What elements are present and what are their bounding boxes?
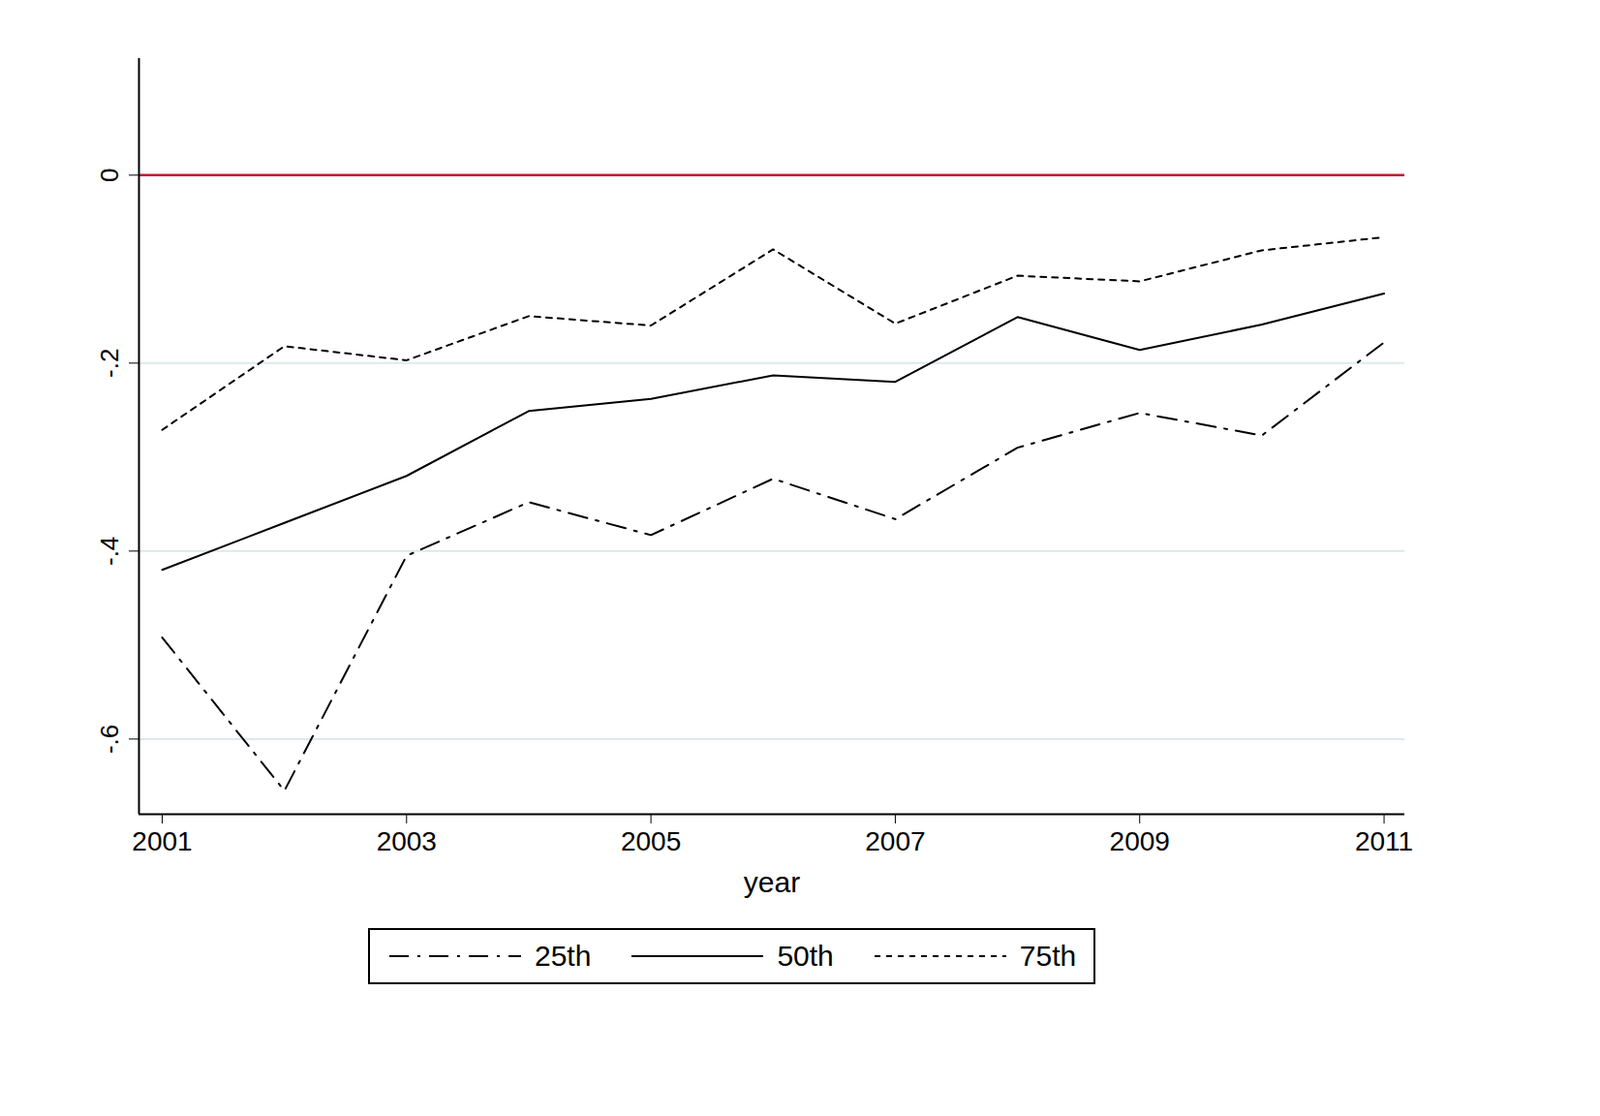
html-text:25th: 25th bbox=[534, 939, 592, 972]
html-text:75th: 75th bbox=[1019, 939, 1077, 972]
html-text:50th: 50th bbox=[777, 939, 834, 972]
svg-text:-.2: -.2 bbox=[94, 348, 124, 378]
svg-text:year: year bbox=[743, 865, 800, 898]
svg-text:2007: 2007 bbox=[864, 826, 925, 857]
svg-text:0: 0 bbox=[94, 168, 124, 183]
svg-text:2001: 2001 bbox=[131, 826, 192, 857]
svg-text:2005: 2005 bbox=[620, 826, 681, 857]
svg-text:2003: 2003 bbox=[376, 826, 437, 857]
svg-text:2011: 2011 bbox=[1354, 826, 1414, 857]
svg-text:-.6: -.6 bbox=[94, 724, 124, 754]
svg-text:-.4: -.4 bbox=[94, 536, 124, 566]
svg-text:2009: 2009 bbox=[1109, 826, 1170, 857]
